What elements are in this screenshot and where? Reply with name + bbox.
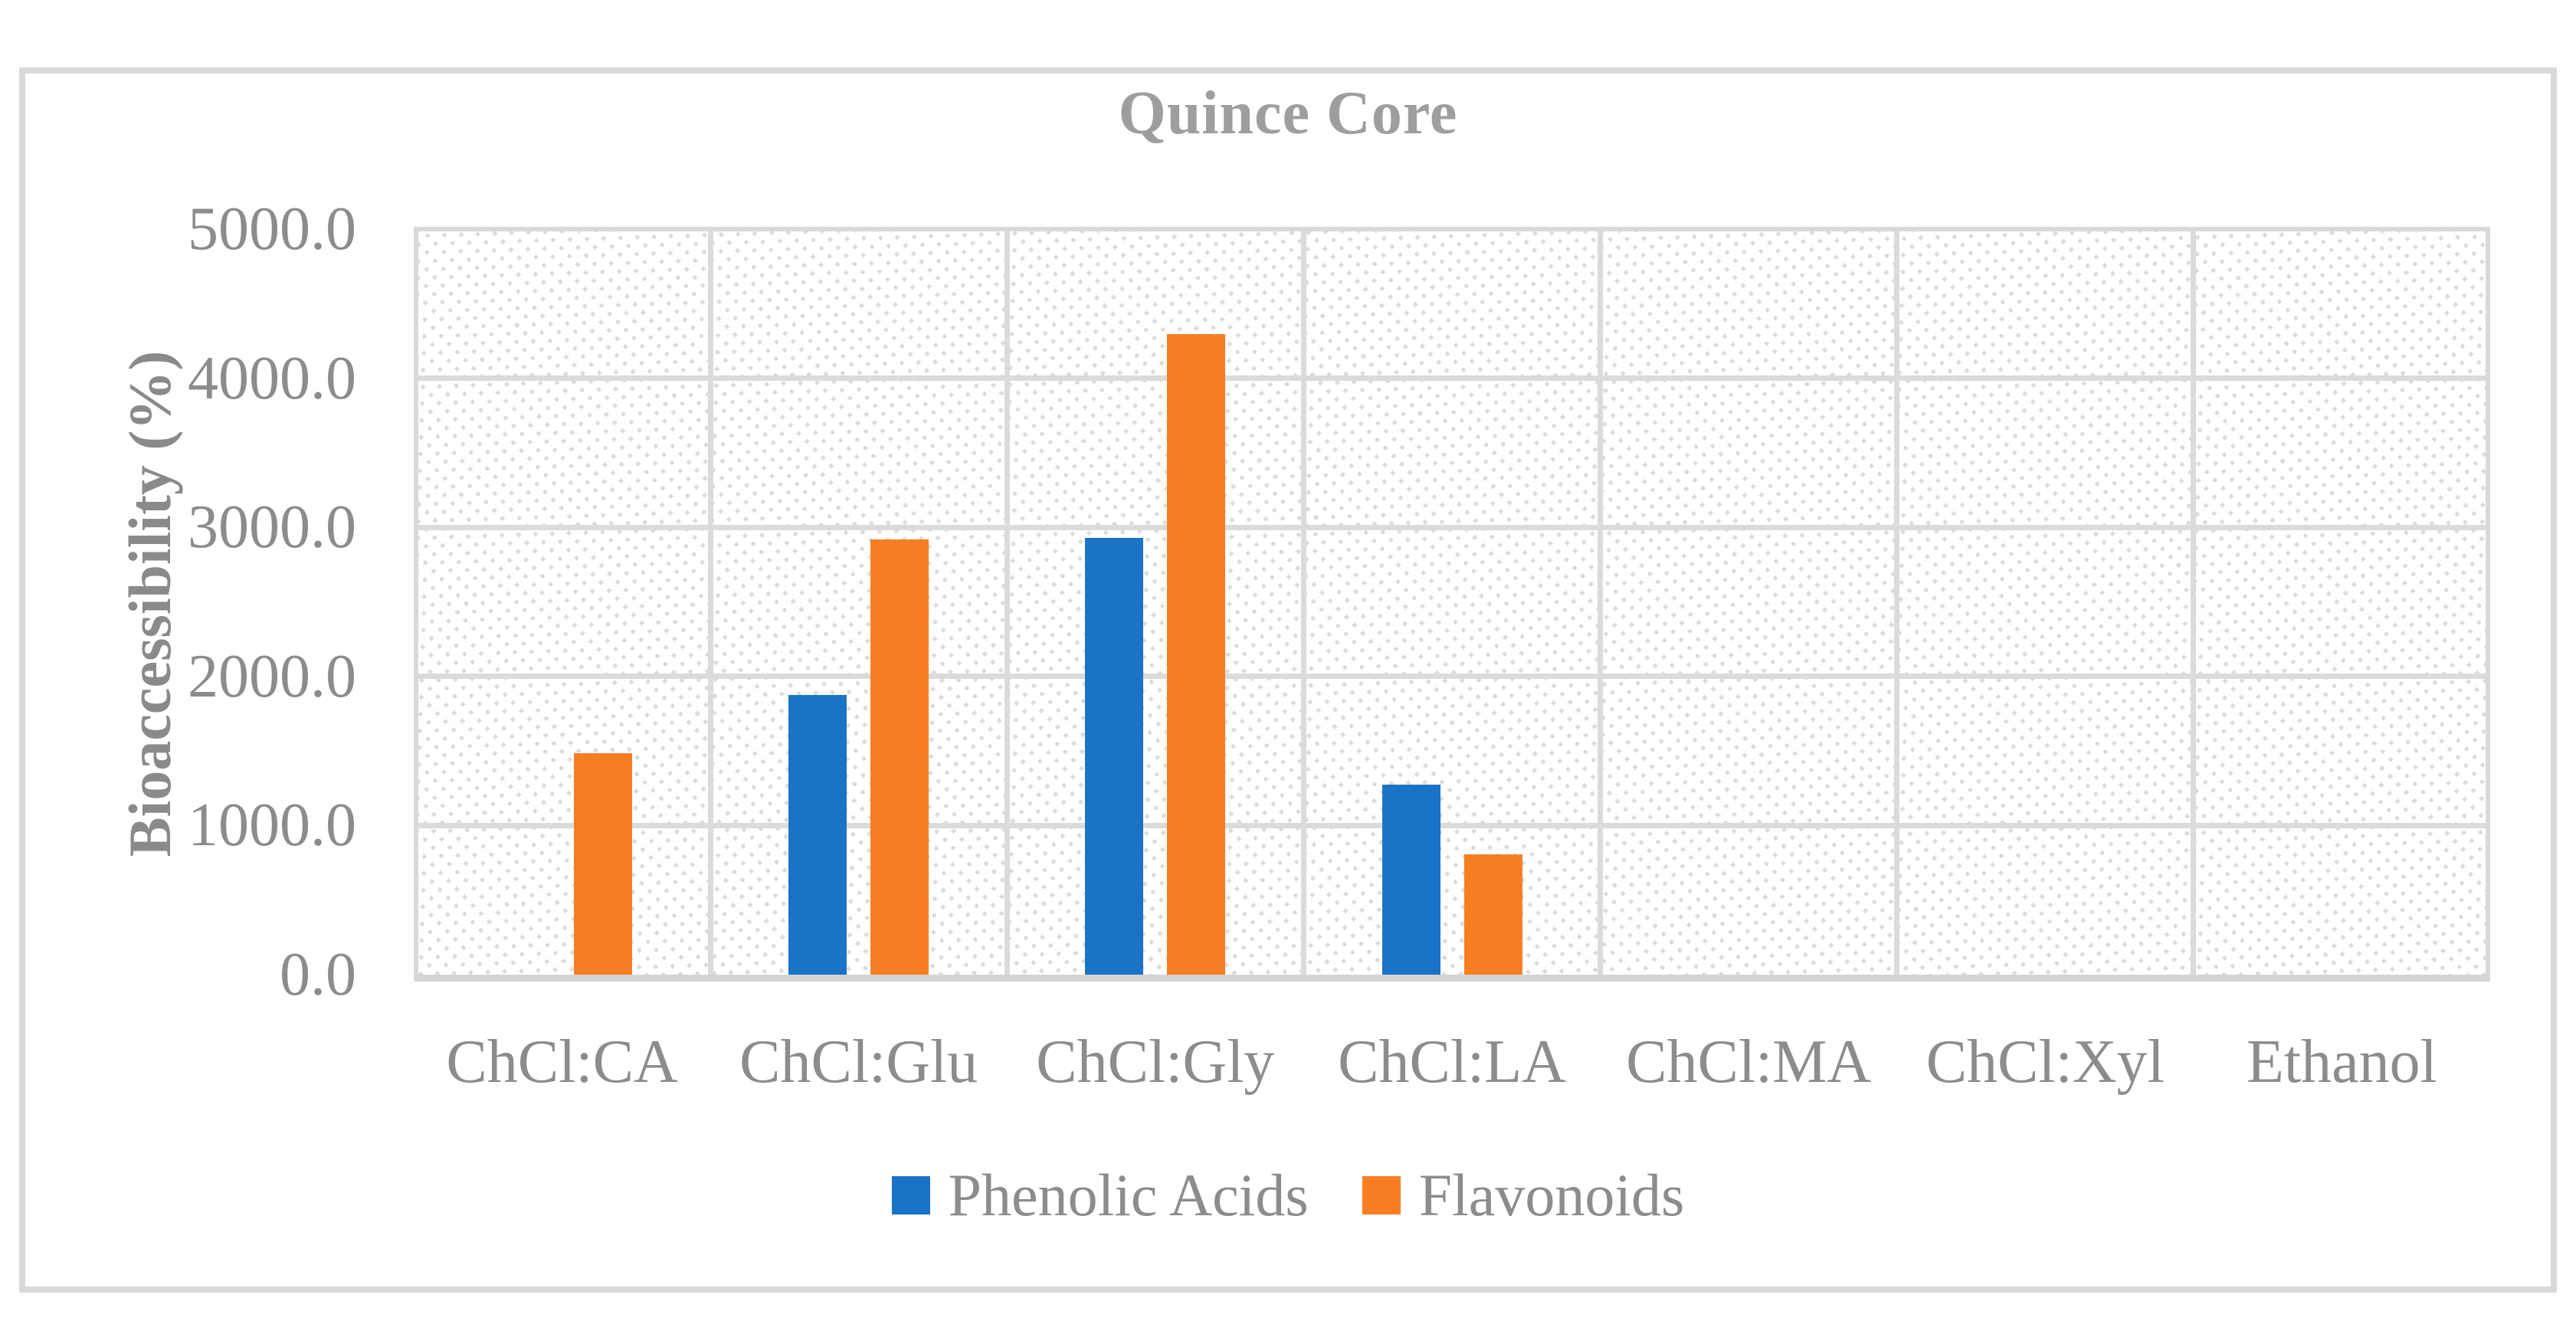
x-axis-category-label: ChCl:Gly: [1036, 1028, 1275, 1096]
x-axis-category-label: ChCl:Glu: [739, 1028, 978, 1096]
legend-swatch-phenolic-acids: [891, 1176, 930, 1214]
y-tick-label: 3000.0: [188, 493, 356, 562]
x-axis-category-label: Ethanol: [2247, 1028, 2437, 1096]
y-tick-label: 0.0: [280, 941, 356, 1008]
bar-flavonoids-chcl-ca: [574, 752, 633, 975]
x-axis-category-label: ChCl:CA: [446, 1028, 678, 1096]
gridline-horizontal: [418, 375, 2486, 382]
legend-label: Phenolic Acids: [948, 1162, 1309, 1228]
bar-flavonoids-chcl-glu: [870, 539, 929, 975]
y-axis-title: Bioaccessibility (%): [116, 350, 183, 857]
plot-area: [414, 227, 2490, 982]
bar-flavonoids-chcl-gly: [1167, 333, 1226, 975]
gridline-vertical: [1894, 231, 1900, 975]
x-axis-category-label: ChCl:LA: [1338, 1028, 1566, 1096]
y-tick-label: 4000.0: [188, 344, 356, 412]
gridline-vertical: [1004, 231, 1010, 975]
bar-phenolic-acids-chcl-glu: [788, 695, 847, 975]
x-axis-category-label: ChCl:Xyl: [1925, 1028, 2165, 1096]
gridline-horizontal: [418, 524, 2486, 530]
legend-label: Flavonoids: [1418, 1162, 1685, 1228]
legend-item-phenolic-acids: Phenolic Acids: [891, 1157, 1309, 1234]
gridline-vertical: [2191, 231, 2197, 975]
y-tick-label: 5000.0: [188, 195, 356, 263]
chart-title: Quince Core: [1118, 80, 1458, 147]
y-tick-label: 2000.0: [188, 642, 356, 710]
gridline-vertical: [707, 231, 713, 975]
bar-flavonoids-chcl-la: [1463, 854, 1522, 975]
gridline-vertical: [1598, 231, 1604, 975]
legend-item-flavonoids: Flavonoids: [1362, 1157, 1685, 1234]
y-tick-label: 1000.0: [188, 792, 356, 860]
x-axis-category-label: ChCl:MA: [1626, 1028, 1872, 1096]
legend-swatch-flavonoids: [1362, 1176, 1401, 1214]
chart-legend: Phenolic Acids Flavonoids: [0, 1153, 2576, 1237]
gridline-horizontal: [418, 674, 2486, 680]
gridline-horizontal: [418, 822, 2486, 828]
bar-phenolic-acids-chcl-gly: [1085, 537, 1144, 975]
bar-phenolic-acids-chcl-la: [1381, 784, 1440, 975]
gridline-vertical: [1300, 231, 1306, 975]
